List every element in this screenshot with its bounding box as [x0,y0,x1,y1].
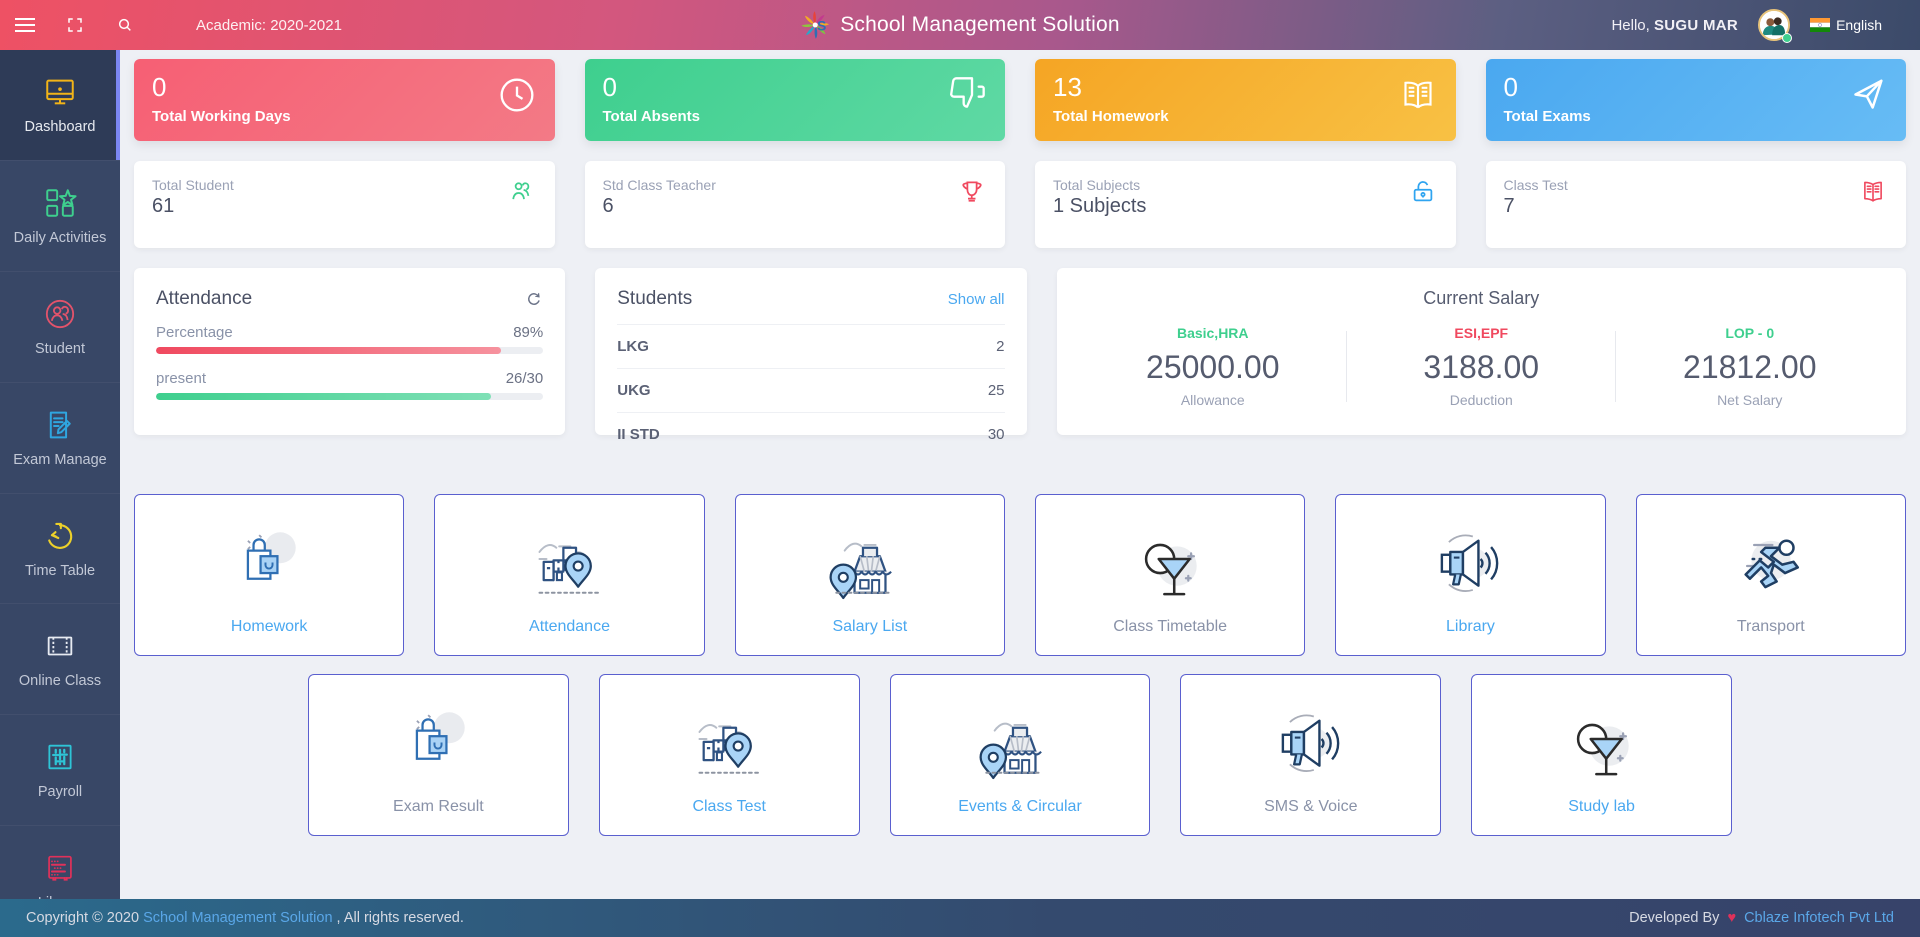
svg-text:S: S [817,19,826,34]
